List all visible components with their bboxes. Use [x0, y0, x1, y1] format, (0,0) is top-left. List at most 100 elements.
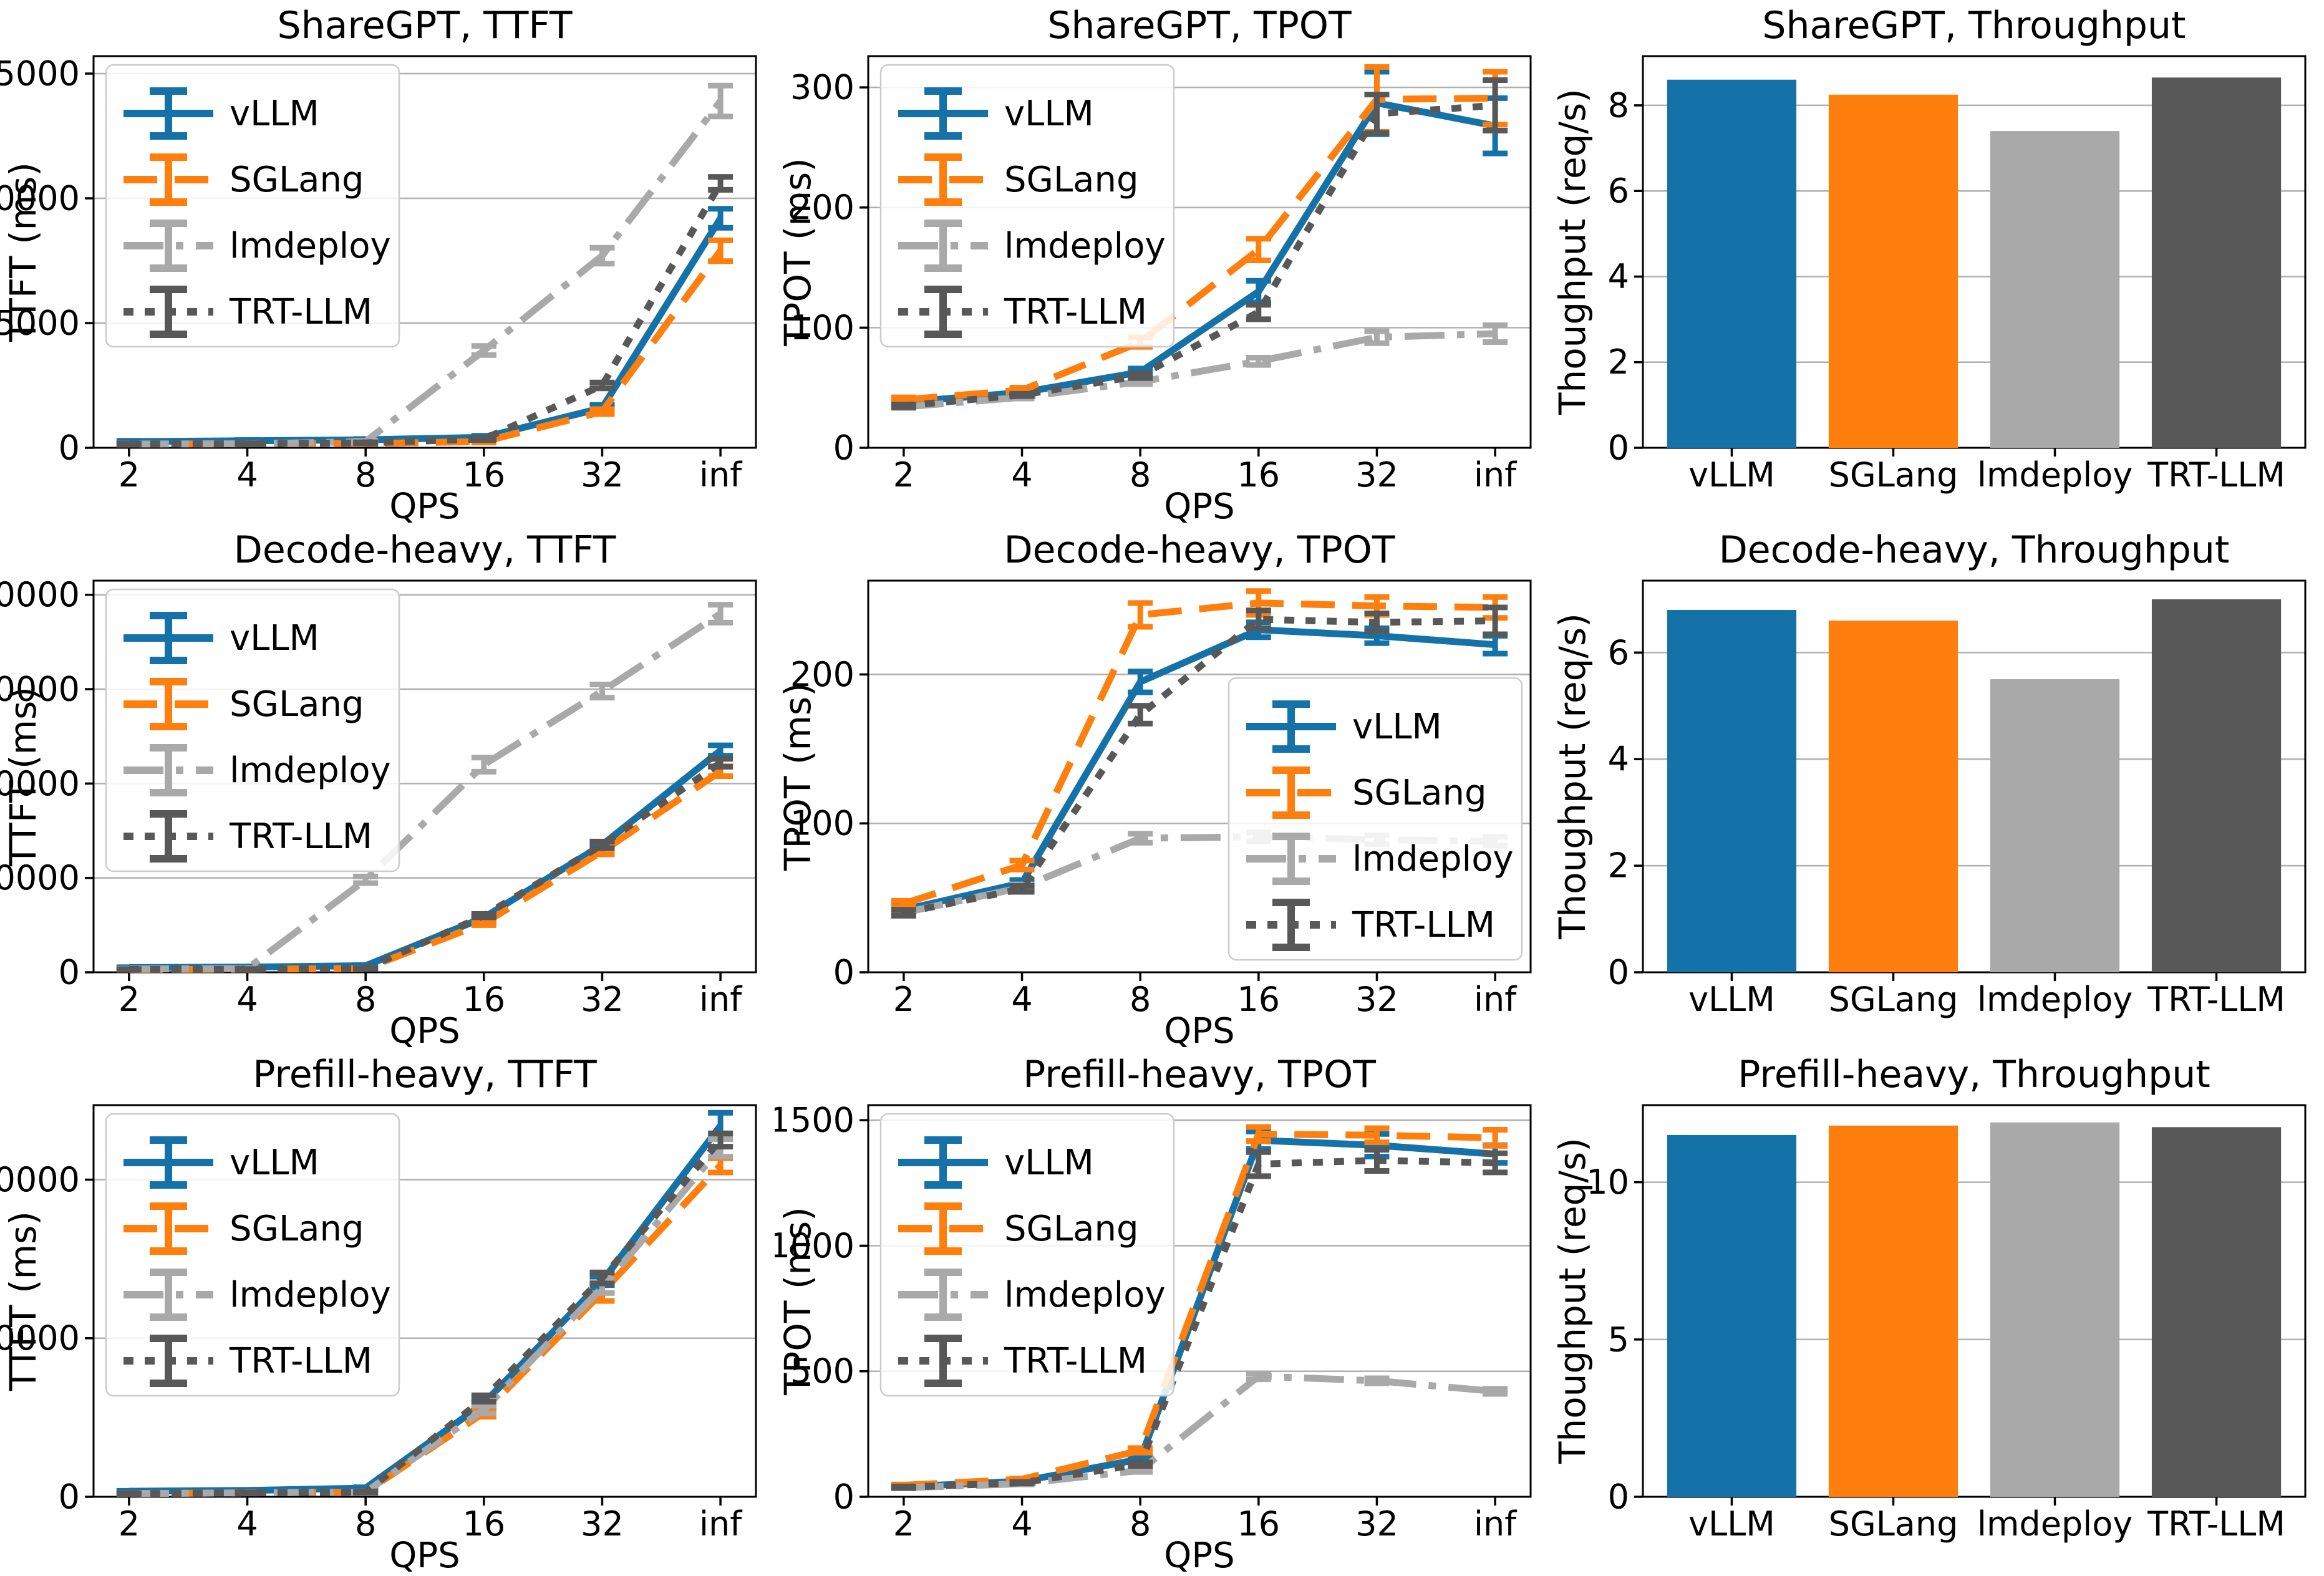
axes-frame [1642, 579, 2307, 974]
x-tick-label: 2 [893, 1504, 914, 1544]
chart-prefill-heavy-ttft: Prefill-heavy, TTFT TTFT (ms) QPS 010000… [0, 1049, 775, 1576]
x-tick-label: inf [699, 455, 743, 495]
legend-entry-SGLang: SGLang [123, 1202, 364, 1255]
series-line-vLLM [903, 99, 1496, 406]
y-tick-label: 2 [1608, 846, 1629, 886]
legend-entry-lmdeploy: lmdeploy [898, 1269, 1166, 1321]
legend-entry-lmdeploy: lmdeploy [898, 220, 1166, 272]
legend-label: SGLang [230, 684, 364, 725]
axes-frame [867, 579, 1532, 974]
y-tick-label: 15000 [0, 54, 80, 94]
chart-canvas-prefill-heavy-ttft: 0 10000 20000 2 4 8 16 32 inf vLLM SGLang lmdeploy T… [0, 1104, 757, 1544]
legend: vLLM SGLang lmdeploy TRT-LLM [879, 1113, 1175, 1397]
legend-entry-vLLM: vLLM [123, 1136, 319, 1189]
legend-label: TRT-LLM [1352, 905, 1495, 945]
series-line-TRT-LLM [903, 616, 1496, 916]
chart-canvas-decode-heavy-tpot: 0 100 200 2 4 8 16 32 inf vLLM SGLang lmdeploy TRT-L… [790, 579, 1532, 1019]
bar-SGLang [1828, 94, 1958, 448]
legend-label: lmdeploy [1004, 1275, 1166, 1315]
legend-entry-SGLang: SGLang [1246, 766, 1487, 819]
y-tick-label: 1000 [775, 1226, 855, 1265]
bar-SGLang [1828, 1125, 1958, 1497]
series-line-lmdeploy [903, 833, 1496, 916]
x-tick-label: 2 [119, 455, 140, 495]
series-line-SGLang [903, 599, 1496, 907]
x-tick-label: 4 [1011, 455, 1032, 495]
legend-entry-SGLang: SGLang [898, 1202, 1139, 1255]
x-tick-label: 32 [581, 455, 624, 495]
legend-entry-lmdeploy: lmdeploy [1246, 833, 1514, 885]
x-tick-label: inf [1474, 455, 1518, 495]
legend: vLLM SGLang lmdeploy TRT-LLM [1227, 677, 1523, 961]
y-tick-label: 10 [1586, 1163, 1629, 1202]
legend-entry-TRT-LLM: TRT-LLM [898, 1335, 1147, 1387]
x-tick-label: SGLang [1829, 980, 1958, 1019]
axes-frame [867, 55, 1532, 449]
x-tick-label: 16 [462, 1504, 505, 1544]
x-tick-label: inf [699, 980, 743, 1019]
legend-label: vLLM [1004, 94, 1094, 134]
axes-frame [92, 55, 757, 449]
y-tick-label: 0 [59, 953, 80, 992]
chart-title: ShareGPT, TPOT [1047, 4, 1352, 47]
series-line-lmdeploy [128, 99, 724, 448]
bar-vLLM [1667, 1134, 1797, 1497]
legend-label: TRT-LLM [1004, 1341, 1147, 1381]
y-tick-label: 300 [790, 68, 855, 107]
legend-entry-vLLM: vLLM [1246, 700, 1442, 753]
x-tick-label: vLLM [1688, 980, 1775, 1019]
y-tick-label: 2 [1608, 342, 1629, 382]
x-tick-label: 8 [355, 1504, 376, 1544]
y-tick-label: 0 [59, 428, 80, 468]
series-line-TRT-LLM [903, 102, 1496, 410]
chart-title: ShareGPT, TTFT [277, 4, 573, 47]
series-line-SGLang [903, 94, 1496, 404]
chart-canvas-decode-heavy-ttft: 0 10000 20000 30000 40000 2 4 8 16 32 inf vLLM SGLan… [0, 575, 757, 1019]
chart-title: Prefill-heavy, TTFT [253, 1053, 597, 1096]
y-tick-label: 500 [790, 1351, 855, 1391]
legend-label: TRT-LLM [229, 816, 372, 857]
x-tick-label: lmdeploy [1977, 1504, 2133, 1544]
legend-entry-lmdeploy: lmdeploy [123, 744, 391, 796]
legend-label: lmdeploy [1004, 226, 1166, 266]
y-tick-label: 10000 [0, 1318, 80, 1358]
x-tick-label: 8 [1130, 455, 1151, 495]
x-tick-label: 32 [581, 980, 624, 1019]
x-axis-label: QPS [389, 1011, 460, 1051]
series-line-TRT-LLM [128, 760, 723, 973]
bar-lmdeploy [1990, 1122, 2120, 1497]
chart-canvas-decode-heavy-throughput: 0 2 4 6 vLLM SGLang lmdeploy TRT-LLM [1608, 579, 2307, 1019]
legend-entry-TRT-LLM: TRT-LLM [123, 286, 372, 338]
chart-canvas-prefill-heavy-throughput: 0 5 10 vLLM SGLang lmdeploy TRT-LLM [1586, 1104, 2307, 1544]
chart-prefill-heavy-tpot: Prefill-heavy, TPOT TPOT (ms) QPS 0 500 10… [775, 1049, 1549, 1576]
chart-canvas-sharegpt-tpot: 0 100 200 300 2 4 8 16 32 inf vLLM SGLang lmdeploy TR… [790, 55, 1532, 495]
legend-label: lmdeploy [230, 1275, 391, 1315]
x-tick-label: 32 [1355, 980, 1398, 1019]
x-tick-label: lmdeploy [1977, 455, 2133, 495]
chart-decode-heavy-ttft: Decode-heavy, TTFT TTFT (ms) QPS 0100002… [0, 525, 775, 1051]
chart-decode-heavy-throughput: Decode-heavy, Throughput Thoughput (req/… [1549, 525, 2324, 1049]
legend-entry-SGLang: SGLang [898, 153, 1139, 206]
y-tick-label: 0 [833, 428, 855, 468]
bar-TRT-LLM [2151, 1127, 2282, 1497]
y-tick-label: 20000 [0, 1160, 80, 1199]
chart-canvas-sharegpt-ttft: 0 5000 10000 15000 2 4 8 16 32 inf vLLM SGLang lmdep… [0, 54, 757, 495]
legend-label: SGLang [1352, 773, 1487, 813]
chart-title: ShareGPT, Throughput [1762, 4, 2186, 47]
y-tick-label: 1500 [775, 1101, 855, 1140]
y-tick-label: 100 [790, 308, 855, 347]
chart-title: Decode-heavy, TTFT [233, 528, 616, 572]
legend-label: TRT-LLM [229, 1341, 372, 1381]
bar-SGLang [1828, 621, 1958, 972]
chart-sharegpt-ttft: ShareGPT, TTFT TTFT (ms) QPS 05000100001… [0, 0, 775, 527]
x-tick-label: 16 [1237, 455, 1280, 495]
chart-title: Decode-heavy, TPOT [1004, 528, 1395, 572]
y-tick-label: 0 [59, 1477, 80, 1517]
y-tick-label: 10000 [0, 179, 80, 218]
chart-sharegpt-tpot: ShareGPT, TPOT TPOT (ms) QPS 0 100 200 300 2… [775, 0, 1549, 527]
x-axis-label: QPS [389, 486, 460, 527]
legend-entry-lmdeploy: lmdeploy [123, 1269, 391, 1321]
series-line-lmdeploy [903, 330, 1496, 410]
y-tick-label: 4 [1608, 740, 1629, 779]
